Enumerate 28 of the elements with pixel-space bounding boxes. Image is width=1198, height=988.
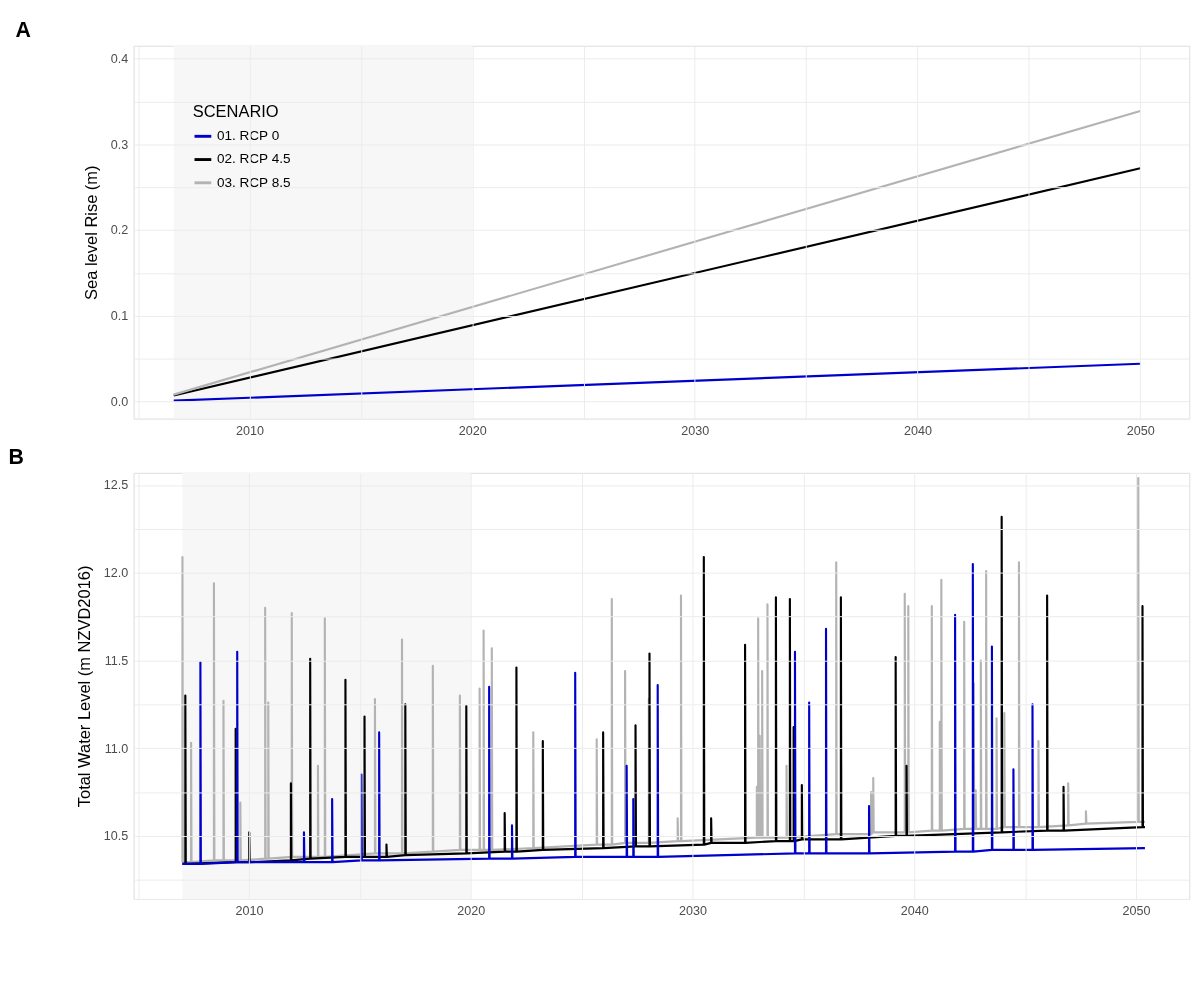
x-tick-label: 2010 — [235, 423, 264, 438]
y-tick-label: 11.0 — [104, 741, 129, 756]
y-tick-label: 0.3 — [110, 137, 129, 152]
x-tick-label: 2040 — [904, 423, 933, 438]
x-tick-label: 2020 — [458, 423, 487, 438]
x-tick-label: 2050 — [1122, 903, 1151, 918]
x-tick-label: 2030 — [679, 903, 707, 918]
y-tick-label: 10.5 — [103, 829, 129, 844]
x-tick-label: 2050 — [1126, 423, 1155, 438]
y-axis-title: Total Water Level (m NZVD2016) — [75, 565, 94, 808]
y-tick-label: 0.2 — [110, 223, 129, 238]
y-tick-label: 12.0 — [103, 566, 129, 581]
x-tick-label: 2040 — [900, 903, 929, 918]
x-tick-label: 2030 — [681, 423, 710, 438]
x-tick-label: 2010 — [235, 903, 264, 918]
legend-label: 02. RCP 4.5 — [216, 151, 291, 167]
y-tick-label: 11.5 — [104, 653, 129, 668]
y-tick-label: 0.0 — [110, 394, 129, 409]
legend-label: 03. RCP 8.5 — [216, 174, 291, 190]
y-tick-label: 0.4 — [110, 51, 129, 66]
legend-title: SCENARIO — [192, 102, 279, 121]
y-tick-label: 0.1 — [110, 309, 129, 324]
y-axis-title: Sea level Rise (m) — [82, 165, 101, 300]
y-tick-label: 12.5 — [103, 478, 129, 493]
x-tick-label: 2020 — [457, 903, 486, 918]
legend-label: 01. RCP 0 — [216, 128, 280, 144]
chart-title: B — [8, 445, 24, 470]
chart-title: A — [15, 18, 31, 43]
